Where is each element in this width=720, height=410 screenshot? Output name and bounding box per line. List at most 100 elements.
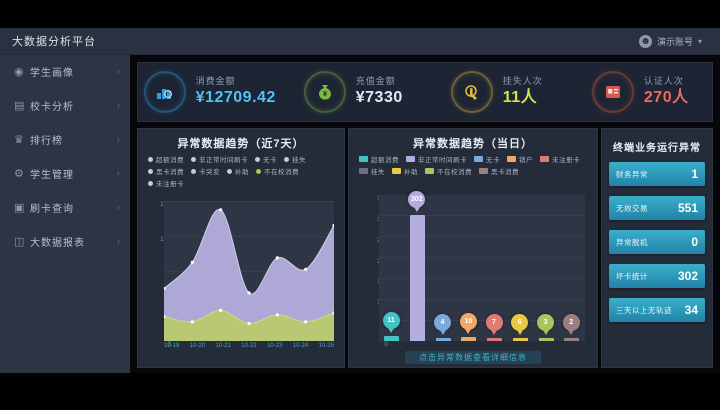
- sidebar-item-student-portrait[interactable]: ◉ 学生画像 ›: [0, 55, 130, 89]
- legend-marker: [191, 168, 196, 174]
- legend-item[interactable]: 挂失: [284, 154, 306, 164]
- legend-marker: [148, 168, 153, 174]
- legend-item[interactable]: 挂失: [359, 166, 385, 176]
- bar[interactable]: [384, 336, 399, 341]
- legend-label: 补助: [235, 169, 249, 176]
- legend-item[interactable]: 无卡: [255, 154, 277, 164]
- legend-item[interactable]: 未注册卡: [148, 178, 184, 188]
- user-menu[interactable]: ☻ 演示账号 ▾: [638, 34, 702, 48]
- bar[interactable]: [487, 338, 502, 341]
- bar[interactable]: [538, 338, 554, 341]
- sidebar-item-bigdata-report[interactable]: ◫ 大数据报表 ›: [0, 225, 130, 259]
- legend-item[interactable]: 非正常时间刷卡: [406, 154, 467, 164]
- daily-caption-link[interactable]: 点击异常数据查看详细信息: [405, 351, 541, 364]
- sidebar-item-ranking[interactable]: ♛ 排行榜 ›: [0, 123, 130, 157]
- chevron-right-icon: ›: [116, 66, 120, 77]
- legend-item[interactable]: 补助: [392, 166, 418, 176]
- bar[interactable]: [435, 338, 451, 341]
- legend-item[interactable]: 黑卡消费: [148, 166, 184, 176]
- legend-marker: [256, 168, 261, 174]
- terminal-stat-row[interactable]: 财务异常 1: [609, 162, 705, 186]
- terminal-stat-value: 1: [691, 167, 698, 181]
- x-tick-label: 10-20: [189, 343, 206, 349]
- daily-legend: 超额消费 非正常时间刷卡 无卡 销户 未注册卡挂失 补助 不在校消费 黑卡消费: [349, 153, 597, 176]
- panels-row: 异常数据趋势（近7天） 超额消费 非正常时间刷卡 无卡 挂失 黑卡消费 卡突变 补助 不在校消…: [137, 128, 713, 368]
- terminal-panel-title: 终端业务运行异常: [613, 143, 701, 154]
- legend-label: 挂失: [292, 157, 306, 164]
- legend-item[interactable]: 超额消费: [148, 154, 184, 164]
- terminal-stat-value: 34: [684, 303, 698, 317]
- legend-label: 卡突变: [199, 169, 220, 176]
- balloon-tail-icon: [542, 330, 549, 335]
- legend-marker: [148, 156, 153, 162]
- balloon-tail-icon: [439, 330, 446, 335]
- kpi-label: 充值金额: [355, 76, 396, 87]
- bar[interactable]: [409, 215, 425, 341]
- bar[interactable]: [564, 338, 580, 341]
- bar-value: 11: [387, 317, 395, 325]
- legend-label: 黑卡消费: [491, 169, 519, 176]
- legend-item[interactable]: 无卡: [474, 154, 500, 164]
- terminal-stat-label: 坏卡统计: [616, 271, 648, 281]
- balloon-tail-icon: [516, 330, 523, 335]
- sidebar-item-swipe-query[interactable]: ▣ 刷卡查询 ›: [0, 191, 130, 225]
- kpi-value: 11人: [502, 88, 538, 106]
- sidebar: ◉ 学生画像 › ▤ 校卡分析 › ♛ 排行榜 › ⚙ 学生管理 › ▣ 刷卡查询 › ◫…: [0, 55, 130, 373]
- bar-value-balloon[interactable]: 302: [408, 191, 426, 213]
- chevron-right-icon: ›: [116, 134, 120, 145]
- weekly-panel-title: 异常数据趋势（近7天）: [177, 138, 305, 150]
- weekly-area-chart[interactable]: [162, 201, 336, 341]
- y-tick-label: 0: [384, 341, 388, 348]
- bar-value-balloon[interactable]: 4: [434, 314, 451, 335]
- kpi-value: ¥12709.42: [195, 88, 276, 106]
- kpi-label: 挂失人次: [502, 76, 543, 87]
- bar[interactable]: [461, 336, 477, 341]
- app-title: 大数据分析平台: [12, 36, 96, 48]
- bar-value-balloon[interactable]: 3: [537, 314, 554, 335]
- legend-marker: [474, 156, 483, 162]
- user-name: 演示账号: [656, 36, 693, 47]
- legend-item[interactable]: 补助: [227, 166, 249, 176]
- bigdata-report-icon: ◫: [14, 236, 25, 248]
- legend-item[interactable]: 销户: [507, 154, 533, 164]
- chevron-right-icon: ›: [116, 236, 120, 247]
- sidebar-item-student-management[interactable]: ⚙ 学生管理 ›: [0, 157, 130, 191]
- terminal-stat-row[interactable]: 坏卡统计 302: [609, 264, 705, 288]
- bar-value-balloon[interactable]: 11: [382, 312, 400, 334]
- legend-marker: [425, 168, 434, 174]
- kpi-value: ¥7330: [355, 88, 403, 106]
- legend-marker: [507, 156, 516, 162]
- chevron-right-icon: ›: [116, 168, 120, 179]
- bar-value-balloon[interactable]: 10: [459, 312, 477, 334]
- terminal-stat-row[interactable]: 异常脱机 0: [609, 230, 705, 254]
- student-portrait-icon: ◉: [14, 66, 24, 78]
- legend-item[interactable]: 不在校消费: [256, 166, 299, 176]
- bar-value-balloon[interactable]: 7: [485, 314, 503, 335]
- sidebar-item-label: 校卡分析: [30, 102, 74, 113]
- bar[interactable]: [512, 338, 528, 341]
- area-chart-svg: [162, 208, 336, 341]
- sidebar-item-card-analysis[interactable]: ▤ 校卡分析 ›: [0, 89, 130, 123]
- legend-item[interactable]: 黑卡消费: [479, 166, 519, 176]
- kpi-value: 270人: [643, 88, 689, 106]
- bar-value-balloon[interactable]: 6: [511, 314, 529, 335]
- legend-item[interactable]: 卡突变: [191, 166, 220, 176]
- y-tick-label: 0: [167, 341, 171, 348]
- terminal-stat-row[interactable]: 无效交易 551: [609, 196, 705, 220]
- balloon-tail-icon: [388, 328, 394, 334]
- x-tick-label: 10-21: [215, 343, 231, 349]
- sidebar-item-label: 学生画像: [30, 68, 74, 79]
- terminal-stat-label: 无效交易: [616, 203, 648, 213]
- main-content: 消费金额 ¥12709.42 ¥ 充值金额 ¥7330 挂失人次 11人 认证人次…: [130, 55, 720, 373]
- terminal-stat-row[interactable]: 三天以上无轨迹 34: [609, 298, 705, 322]
- bar-value-balloon[interactable]: 2: [562, 314, 580, 335]
- bar-value: 10: [464, 317, 473, 325]
- sidebar-item-label: 排行榜: [30, 136, 63, 147]
- legend-item[interactable]: 非正常时间刷卡: [191, 154, 248, 164]
- legend-item[interactable]: 未注册卡: [540, 154, 580, 164]
- legend-label: 销户: [519, 157, 533, 164]
- legend-item[interactable]: 不在校消费: [425, 166, 472, 176]
- legend-item[interactable]: 超额消费: [359, 154, 399, 164]
- daily-caption: 点击异常数据查看详细信息: [349, 347, 597, 365]
- kpi-hand-click: 挂失人次 11人: [425, 63, 569, 121]
